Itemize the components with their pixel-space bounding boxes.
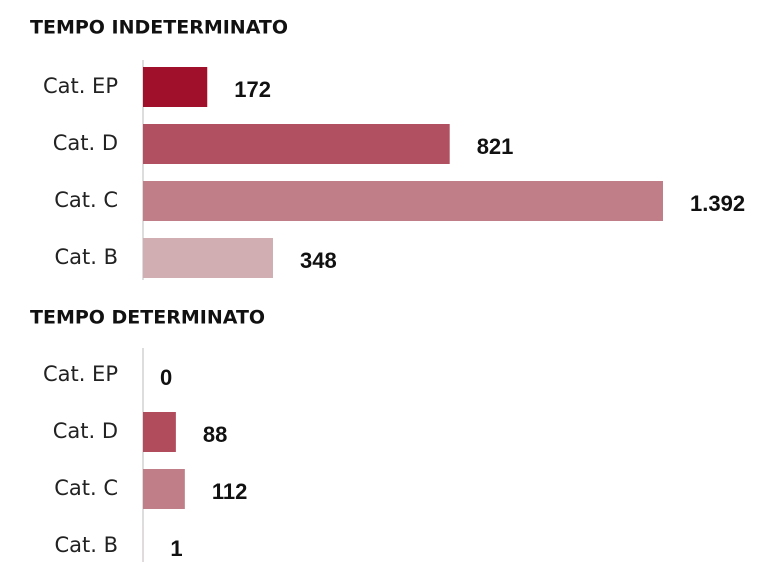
category-label: Cat. C xyxy=(54,476,118,500)
bar xyxy=(143,469,185,509)
category-label: Cat. B xyxy=(54,245,118,269)
bar xyxy=(143,412,176,452)
chart-title: TEMPO INDETERMINATO xyxy=(30,17,288,39)
value-label: 1 xyxy=(170,536,182,561)
chart-title: TEMPO DETERMINATO xyxy=(30,307,265,329)
bar xyxy=(143,124,450,164)
bar xyxy=(143,67,208,107)
category-label: Cat. B xyxy=(54,533,118,557)
value-label: 112 xyxy=(212,479,248,504)
value-label: 821 xyxy=(477,134,514,159)
category-label: Cat. EP xyxy=(43,362,118,386)
category-label: Cat. D xyxy=(53,419,118,443)
value-label: 172 xyxy=(234,77,271,102)
value-label: 88 xyxy=(203,422,227,447)
value-label: 1.392 xyxy=(690,191,745,216)
value-label: 0 xyxy=(160,365,172,390)
category-label: Cat. D xyxy=(53,131,118,155)
category-label: Cat. C xyxy=(54,188,118,212)
bar xyxy=(143,238,273,278)
value-label: 348 xyxy=(300,248,337,273)
bar xyxy=(143,181,663,221)
category-label: Cat. EP xyxy=(43,74,118,98)
